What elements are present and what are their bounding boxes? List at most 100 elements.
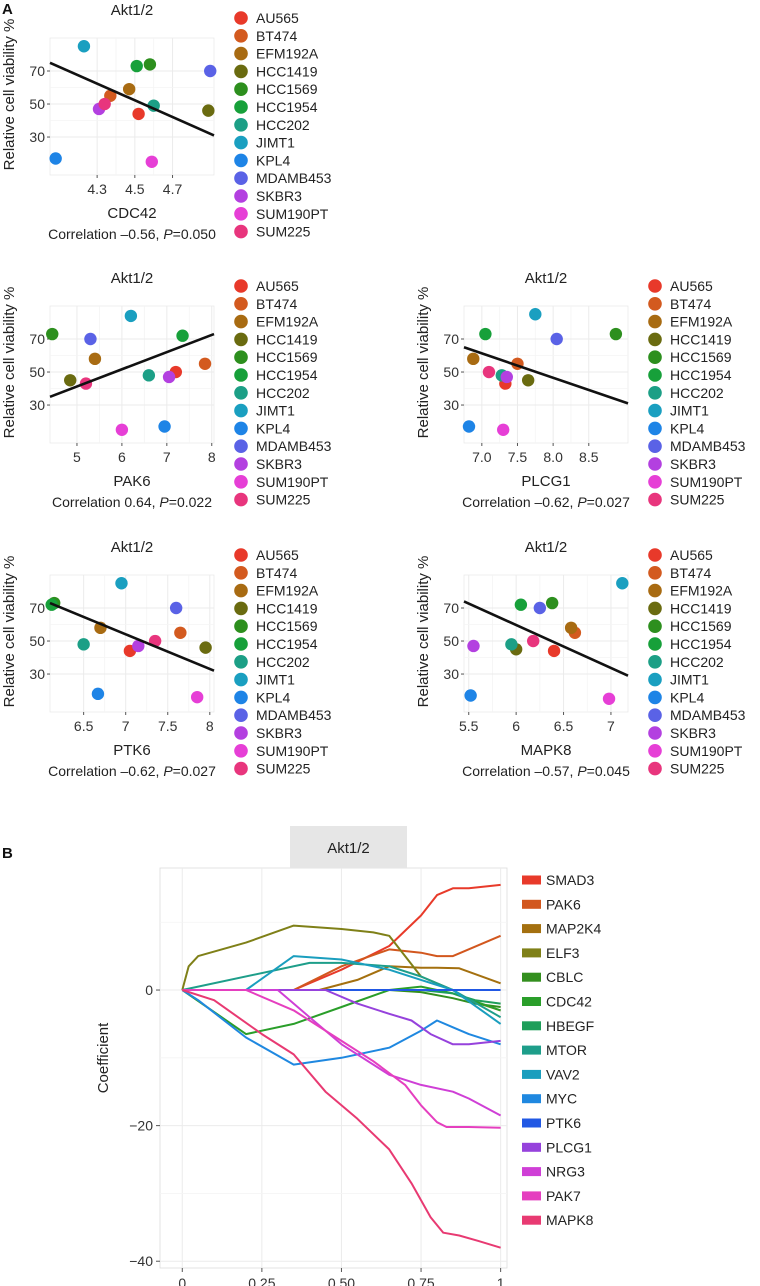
correlation-text: Correlation –0.62, — [462, 494, 577, 510]
panel-title: Akt1/2 — [111, 2, 154, 19]
legend-label-mdamb453: MDAMB453 — [256, 438, 332, 454]
legend-label-mdamb453: MDAMB453 — [670, 707, 746, 723]
point-hcc1954 — [130, 59, 143, 73]
point-mdamb453 — [533, 601, 547, 615]
x-tick-label: 8 — [208, 449, 216, 465]
x-tick-label: 0.75 — [407, 1275, 434, 1286]
point-jimt1 — [77, 40, 91, 53]
point-hcc202 — [77, 638, 90, 651]
legend-label-bt474: BT474 — [256, 565, 297, 581]
point-kpl4 — [462, 420, 476, 433]
y-tick-label: 50 — [443, 364, 459, 380]
y-axis-title: Coefficient — [95, 1022, 112, 1093]
point-sum225 — [527, 634, 540, 648]
legend-label-mdamb453: MDAMB453 — [256, 707, 332, 723]
x-axis-title: PAK6 — [113, 473, 150, 490]
legend: SMAD3 PAK6 MAP2K4 ELF3 CBLC CDC42 HBEGF MTOR VAV… — [522, 872, 601, 1228]
legend-marker-skbr3 — [234, 726, 248, 740]
legend-marker-mdamb453 — [234, 171, 248, 185]
legend-label-cdc42: CDC42 — [546, 994, 592, 1010]
regression-line — [463, 346, 629, 405]
point-kpl4 — [49, 152, 62, 165]
point-skbr3 — [500, 370, 513, 384]
y-tick-label: 70 — [443, 600, 459, 616]
scatter-panel-pak6: 5 6 7 8 30 50 70 Akt1/2 PAK6 Relative cell viabil… — [1, 270, 332, 510]
regression-line — [463, 600, 629, 677]
legend-label-sum225: SUM225 — [256, 761, 311, 777]
legend-marker-sum225 — [234, 492, 248, 507]
x-tick-label: 0.25 — [248, 1275, 275, 1286]
point-efm192a — [122, 82, 136, 96]
y-axis-title: Relative cell viability % — [1, 287, 18, 439]
legend-label-jimt1: JIMT1 — [256, 672, 295, 688]
legend-label-hcc1419: HCC1419 — [256, 331, 318, 347]
legend-label-cblc: CBLC — [546, 969, 583, 985]
x-tick-label: 8.0 — [543, 449, 563, 465]
legend-label-kpl4: KPL4 — [256, 420, 290, 436]
legend-label-efm192a: EFM192A — [256, 314, 319, 330]
legend-marker-jimt1 — [648, 672, 662, 687]
point-hcc1954 — [479, 327, 492, 341]
coefficient-path-panel: Akt1/200.250.500.751−40−200βCoefficientS… — [95, 826, 601, 1286]
legend-label-sum225: SUM225 — [256, 492, 311, 508]
legend-label-sum190pt: SUM190PT — [670, 743, 743, 759]
legend-label-hcc1954: HCC1954 — [256, 99, 318, 115]
legend-label-hcc202: HCC202 — [670, 654, 724, 670]
series-line-smad3 — [182, 883, 501, 991]
legend-label-hcc202: HCC202 — [256, 117, 310, 133]
legend-label-bt474: BT474 — [256, 28, 297, 44]
legend-marker-hcc1569 — [234, 350, 248, 365]
legend-marker-sum190pt — [648, 744, 662, 758]
legend-marker-bt474 — [648, 297, 662, 311]
legend-label-hcc1954: HCC1954 — [670, 367, 732, 383]
x-axis-title: PTK6 — [113, 742, 151, 759]
plot-area — [49, 37, 215, 176]
legend-label-smad3: SMAD3 — [546, 872, 594, 888]
point-efm192a — [88, 352, 102, 366]
point-sum190pt — [145, 155, 158, 168]
legend-label-jimt1: JIMT1 — [670, 403, 709, 419]
legend-marker-hcc1954 — [648, 368, 662, 382]
legend-swatch-mapk8 — [522, 1215, 541, 1225]
legend-swatch-vav2 — [522, 1069, 541, 1079]
legend-marker-kpl4 — [234, 421, 248, 436]
legend-label-pak6: PAK6 — [546, 896, 581, 912]
legend-label-sum225: SUM225 — [670, 492, 725, 508]
x-tick-label: 6.5 — [554, 718, 574, 734]
legend-marker-hcc1569 — [234, 619, 248, 633]
x-tick-label: 1 — [497, 1275, 505, 1286]
y-axis-title: Relative cell viability % — [415, 556, 432, 708]
x-tick-label: 6.5 — [74, 718, 94, 734]
legend-marker-bt474 — [648, 566, 662, 580]
legend-marker-hcc1954 — [234, 100, 248, 114]
y-tick-label: 30 — [29, 397, 45, 413]
point-hcc1419 — [202, 104, 215, 117]
legend-swatch-cdc42 — [522, 997, 541, 1006]
point-sum190pt — [190, 690, 204, 704]
legend-marker-au565 — [648, 279, 662, 293]
legend-marker-jimt1 — [234, 135, 248, 150]
y-tick-label: 30 — [29, 666, 45, 682]
legend-swatch-pak6 — [522, 899, 541, 909]
legend-label-hcc1954: HCC1954 — [670, 636, 732, 652]
legend-marker-efm192a — [648, 314, 662, 329]
y-axis-title: Relative cell viability % — [1, 19, 18, 171]
legend-label-hcc202: HCC202 — [670, 385, 724, 401]
scatter-panel-cdc42: 4.3 4.5 4.7 30 50 70 Akt1/2 CDC42 Relative cell … — [1, 2, 332, 242]
point-sum190pt — [115, 423, 129, 436]
legend-label-sum190pt: SUM190PT — [256, 743, 329, 759]
legend-marker-au565 — [648, 548, 662, 562]
panel-title: Akt1/2 — [525, 539, 568, 556]
legend-label-hcc1419: HCC1419 — [256, 63, 318, 79]
p-symbol: P — [577, 494, 587, 510]
legend-label-sum190pt: SUM190PT — [256, 474, 329, 490]
x-tick-label: 7 — [607, 718, 615, 734]
legend-label-hcc1419: HCC1419 — [670, 600, 732, 616]
legend-marker-sum190pt — [234, 207, 248, 221]
x-tick-label: 6 — [512, 718, 520, 734]
scatter-panel-mapk8: 5.5 6 6.5 7 30 50 70 Akt1/2 MAPK8 Relative cell v… — [415, 539, 746, 779]
point-mdamb453 — [84, 332, 97, 346]
point-sum190pt — [497, 423, 510, 436]
